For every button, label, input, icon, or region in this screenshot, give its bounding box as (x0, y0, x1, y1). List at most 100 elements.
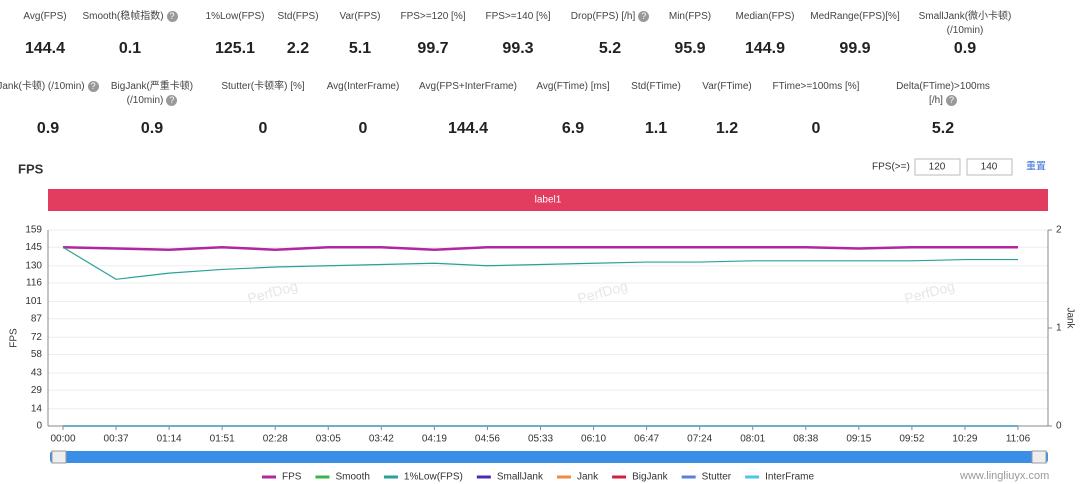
legend-label: FPS (282, 472, 302, 483)
slider-handle[interactable] (1031, 450, 1047, 464)
legend-item[interactable]: BigJank (612, 472, 669, 483)
watermark: PerfDog (576, 278, 630, 307)
stat-label: Std(FTime) (601, 80, 711, 94)
stat-value: 5.2 (598, 40, 622, 57)
reset-button[interactable]: 重置 (1026, 160, 1046, 173)
help-icon[interactable]: ? (166, 10, 178, 22)
stat-value: 144.4 (447, 120, 489, 137)
x-tick-label: 10:29 (952, 434, 977, 445)
y-axis-title: FPS (9, 328, 20, 348)
x-tick-label: 03:05 (316, 434, 341, 445)
y-tick-label: 29 (31, 385, 43, 396)
help-icon[interactable]: ? (945, 94, 957, 106)
stat-label: Var(FTime) (672, 80, 782, 94)
stat-value: 0.9 (140, 120, 164, 137)
stat-label-text: Std(FTime) (631, 81, 681, 92)
x-tick-label: 05:33 (528, 434, 553, 445)
legend-item[interactable]: SmallJank (476, 472, 544, 483)
stat-label: Jank(卡顿) (/10min)? (0, 80, 103, 94)
stat-value: 1.1 (644, 120, 668, 137)
x-tick-label: 06:10 (581, 434, 606, 445)
legend-label: InterFrame (765, 472, 814, 483)
legend-item[interactable]: FPS (262, 472, 302, 483)
x-tick-label: 01:14 (157, 434, 182, 445)
legend-item[interactable]: 1%Low(FPS) (383, 472, 463, 483)
x-tick-label: 03:42 (369, 434, 394, 445)
stat-label: Delta(FTime)>100ms [/h]? (888, 80, 998, 108)
y-tick-label: 116 (26, 278, 42, 289)
stat-value: 144.9 (744, 40, 786, 57)
stat-label: Avg(FPS) (0, 10, 100, 24)
stat-label-text: Avg(FTime) [ms] (536, 81, 610, 92)
stat-label-text: FPS>=120 [%] (400, 11, 466, 22)
stat-label: Std(FPS) (243, 10, 353, 24)
stat-label-text: Stutter(卡顿率) [%] (221, 81, 305, 92)
stat-label: Median(FPS) (710, 10, 820, 24)
stat-value: 125.1 (214, 40, 256, 57)
stat-label: SmallJank(微小卡顿) (/10min) (910, 10, 1020, 38)
y2-tick-label: 1 (1056, 323, 1062, 334)
stat-label-text: Avg(FPS+InterFrame) (419, 81, 517, 92)
legend-item[interactable]: Jank (556, 472, 599, 483)
y-tick-label: 0 (36, 421, 42, 432)
help-icon[interactable]: ? (638, 10, 650, 22)
filter-label: FPS(>=) (872, 162, 910, 173)
stat-label-text: Delta(FTime)>100ms [/h] (896, 81, 990, 106)
stat-value: 6.9 (561, 120, 585, 137)
stat-label: Avg(FPS+InterFrame) (413, 80, 523, 94)
y-tick-label: 87 (31, 313, 43, 324)
stat-label-text: Jank(卡顿) (/10min) (0, 81, 85, 92)
x-tick-label: 07:24 (687, 434, 712, 445)
stat-value: 144.4 (24, 40, 66, 57)
watermark: PerfDog (903, 278, 957, 307)
y-tick-label: 159 (25, 225, 42, 236)
legend-item[interactable]: Stutter (681, 472, 732, 483)
filter-low-input[interactable] (914, 158, 961, 176)
stat-label-text: 1%Low(FPS) (205, 11, 265, 22)
y2-tick-label: 2 (1056, 225, 1062, 236)
stat-value: 0.9 (953, 40, 977, 57)
stat-label-text: Var(FPS) (339, 11, 381, 22)
stat-value: 99.9 (839, 40, 871, 57)
stat-label: 1%Low(FPS) (180, 10, 290, 24)
y2-axis-title: Jank (1064, 307, 1075, 329)
filter-low-value[interactable]: 120 (929, 162, 946, 173)
stat-label-text: BigJank(严重卡顿) (/10min) (110, 81, 194, 106)
x-tick-label: 02:28 (263, 434, 288, 445)
legend-label: 1%Low(FPS) (404, 472, 463, 483)
stat-label: Drop(FPS) [/h]? (555, 10, 665, 24)
stat-label: FPS>=120 [%] (378, 10, 488, 24)
legend-item[interactable]: Smooth (315, 472, 370, 483)
x-tick-label: 11:06 (1006, 434, 1031, 445)
stat-label-text: Smooth(稳帧指数) (82, 11, 164, 22)
stat-label-text: Drop(FPS) [/h] (570, 11, 636, 22)
stat-label-text: FTime>=100ms [%] (772, 81, 860, 92)
watermark: PerfDog (246, 278, 300, 307)
filter-high-value[interactable]: 140 (981, 162, 998, 173)
y-tick-label: 145 (25, 242, 42, 253)
stat-value: 0.9 (36, 120, 60, 137)
y-tick-label: 130 (25, 260, 42, 271)
stat-label-text: Std(FPS) (277, 11, 319, 22)
stat-value: 99.7 (417, 40, 449, 57)
stat-label: Smooth(稳帧指数)? (75, 10, 185, 24)
legend-label: Smooth (335, 472, 369, 483)
stat-label-text: FPS>=140 [%] (485, 11, 551, 22)
stat-value: 0 (258, 120, 268, 137)
help-icon[interactable]: ? (166, 94, 178, 106)
x-tick-label: 08:01 (740, 434, 765, 445)
legend-item[interactable]: InterFrame (745, 472, 814, 483)
filter-high-input[interactable] (966, 158, 1013, 176)
stat-label: Min(FPS) (635, 10, 745, 24)
stat-value: 0 (358, 120, 368, 137)
y-tick-label: 72 (31, 332, 43, 343)
series-line (62, 246, 1018, 280)
help-icon[interactable]: ? (87, 80, 99, 92)
time-slider[interactable] (50, 451, 1048, 463)
label-bar-text: label1 (535, 195, 562, 206)
stat-label-text: SmallJank(微小卡顿) (/10min) (918, 11, 1012, 36)
stat-value: 5.2 (931, 120, 955, 137)
stat-label: BigJank(严重卡顿) (/10min)? (97, 80, 207, 108)
slider-handle[interactable] (51, 450, 67, 464)
